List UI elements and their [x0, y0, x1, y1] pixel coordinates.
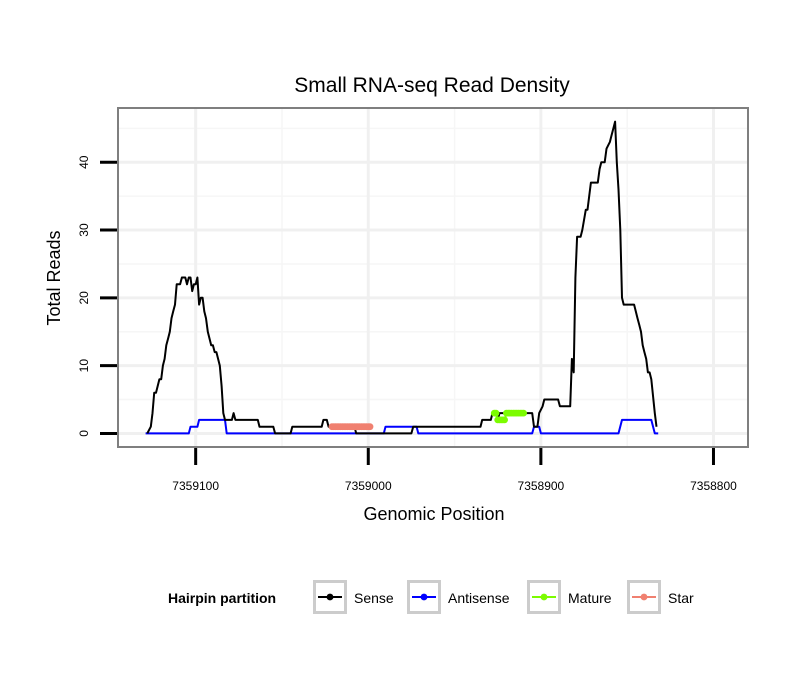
- legend-key-point-star: [640, 593, 648, 601]
- y-axis: 0 10 20 30 40: [77, 155, 118, 437]
- x-tick-label: 7358900: [518, 479, 565, 493]
- legend-label-mature: Mature: [568, 590, 612, 606]
- data-point-mature: [501, 416, 508, 424]
- y-axis-label: Total Reads: [44, 230, 64, 325]
- x-axis-label: Genomic Position: [363, 504, 504, 524]
- plot-panel: [118, 108, 748, 447]
- y-tick-label: 30: [77, 223, 91, 237]
- data-point-mature: [520, 409, 527, 417]
- legend-title: Hairpin partition: [168, 590, 276, 606]
- legend-key-point-mature: [540, 593, 548, 601]
- y-tick-label: 20: [77, 291, 91, 305]
- x-tick-label: 7359100: [172, 479, 219, 493]
- series-line-sense: [146, 120, 658, 435]
- y-tick-label: 10: [77, 359, 91, 373]
- legend: Hairpin partition Sense Antisense Mature St…: [168, 580, 694, 614]
- chart-title: Small RNA-seq Read Density: [294, 74, 570, 97]
- legend-label-antisense: Antisense: [448, 590, 510, 606]
- data-point-mature: [492, 409, 500, 417]
- grid-lines: [118, 108, 748, 447]
- x-tick-label: 7358800: [690, 479, 737, 493]
- x-axis: 7359100 7359000 7358900 7358800: [172, 447, 737, 493]
- data-point-star: [366, 423, 374, 431]
- y-tick-label: 40: [77, 155, 91, 169]
- legend-key-point-sense: [326, 593, 334, 601]
- series-layer: [145, 120, 659, 435]
- legend-label-star: Star: [668, 590, 694, 606]
- plot-frame: [117, 107, 749, 448]
- x-tick-label: 7359000: [345, 479, 392, 493]
- legend-label-sense: Sense: [354, 590, 394, 606]
- legend-key-point-antisense: [420, 593, 428, 601]
- y-tick-label: 0: [77, 430, 91, 437]
- series-line-antisense: [145, 418, 659, 435]
